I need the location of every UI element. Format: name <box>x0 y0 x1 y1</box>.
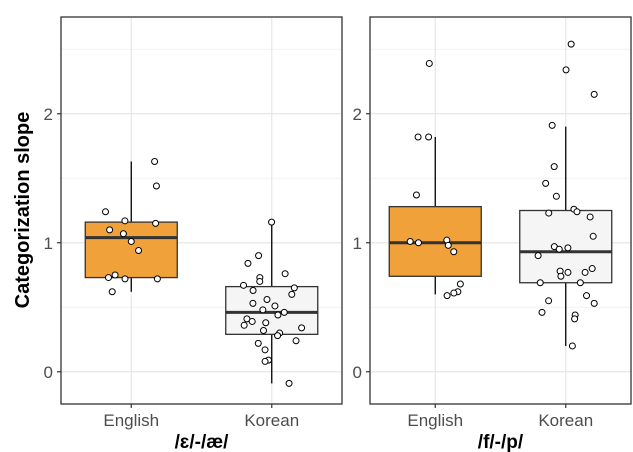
y-axis-title: Categorization slope <box>12 112 34 309</box>
data-point <box>240 281 248 289</box>
data-point <box>288 290 296 298</box>
data-point <box>151 157 159 165</box>
data-point <box>249 286 257 294</box>
data-point <box>536 279 544 287</box>
y-tick-label: 0 <box>353 363 362 382</box>
data-point <box>568 342 576 350</box>
data-point <box>255 252 263 260</box>
y-tick-label: 2 <box>353 105 362 124</box>
box <box>84 221 178 279</box>
data-point <box>104 274 112 282</box>
data-point <box>262 319 270 327</box>
data-point <box>406 237 414 245</box>
data-point <box>290 284 298 292</box>
panel-layer <box>57 16 632 408</box>
panel-border <box>60 16 343 405</box>
data-point <box>534 252 542 260</box>
data-point <box>414 239 422 247</box>
y-tick-label: 1 <box>353 234 362 253</box>
data-point <box>259 326 267 334</box>
data-point <box>590 299 598 307</box>
data-point <box>101 208 109 216</box>
data-point <box>254 339 262 347</box>
data-point <box>153 275 161 283</box>
data-point <box>119 230 127 238</box>
data-point <box>552 192 560 200</box>
data-point <box>111 271 119 279</box>
y-tick-label: 2 <box>44 105 53 124</box>
data-point <box>281 270 289 278</box>
data-point <box>443 292 451 300</box>
data-point <box>425 133 433 141</box>
data-point <box>562 66 570 74</box>
data-point <box>108 288 116 296</box>
data-point <box>564 244 572 252</box>
data-point <box>261 346 269 354</box>
panel-x-label: /f/-/p/ <box>478 432 524 452</box>
data-point <box>588 265 596 273</box>
data-point <box>152 182 160 190</box>
x-tick-label: Korean <box>538 411 593 430</box>
data-point <box>590 90 598 98</box>
data-point <box>425 59 433 67</box>
data-point <box>135 246 143 254</box>
data-point <box>557 272 565 280</box>
data-point <box>244 259 252 267</box>
data-point <box>271 302 279 310</box>
data-point <box>121 275 129 283</box>
data-point <box>545 297 553 305</box>
data-point <box>573 208 581 216</box>
data-point <box>121 217 129 225</box>
data-point <box>589 232 597 240</box>
data-point <box>249 299 257 307</box>
data-point <box>256 277 264 285</box>
data-point <box>450 248 458 256</box>
y-tick-label: 1 <box>44 234 53 253</box>
data-point <box>274 332 282 340</box>
data-point <box>152 219 160 227</box>
data-point <box>240 321 248 329</box>
data-point <box>280 308 288 316</box>
data-point <box>550 163 558 171</box>
y-tick-label: 0 <box>44 363 53 382</box>
data-point <box>555 245 563 253</box>
data-point <box>298 324 306 332</box>
data-point <box>292 337 300 345</box>
data-point <box>576 279 584 287</box>
data-point <box>564 268 572 276</box>
x-tick-label: English <box>103 411 159 430</box>
data-point <box>412 191 420 199</box>
data-point <box>581 268 589 276</box>
data-point <box>456 280 464 288</box>
panel-x-label: /ɛ/-/æ/ <box>175 432 230 452</box>
data-point <box>567 40 575 48</box>
data-point <box>259 306 267 314</box>
data-point <box>274 311 282 319</box>
data-point <box>444 241 452 249</box>
data-point <box>538 308 546 316</box>
panel-border <box>369 16 632 405</box>
data-point <box>261 357 269 365</box>
text-layer: Categorization slope 0 1 2 English Korean/ɛ/-… <box>12 105 593 452</box>
data-point <box>545 209 553 217</box>
x-tick-label: English <box>407 411 463 430</box>
data-point <box>450 289 458 297</box>
data-point <box>127 237 135 245</box>
x-tick-label: Korean <box>244 411 299 430</box>
data-point <box>414 133 422 141</box>
data-point <box>106 226 114 234</box>
data-point <box>542 179 550 187</box>
data-point <box>586 213 594 221</box>
data-point <box>248 317 256 325</box>
data-point <box>571 315 579 323</box>
data-point <box>583 292 591 300</box>
data-point <box>548 121 556 129</box>
data-point <box>263 296 271 304</box>
data-point <box>268 218 276 226</box>
data-point <box>285 379 293 387</box>
